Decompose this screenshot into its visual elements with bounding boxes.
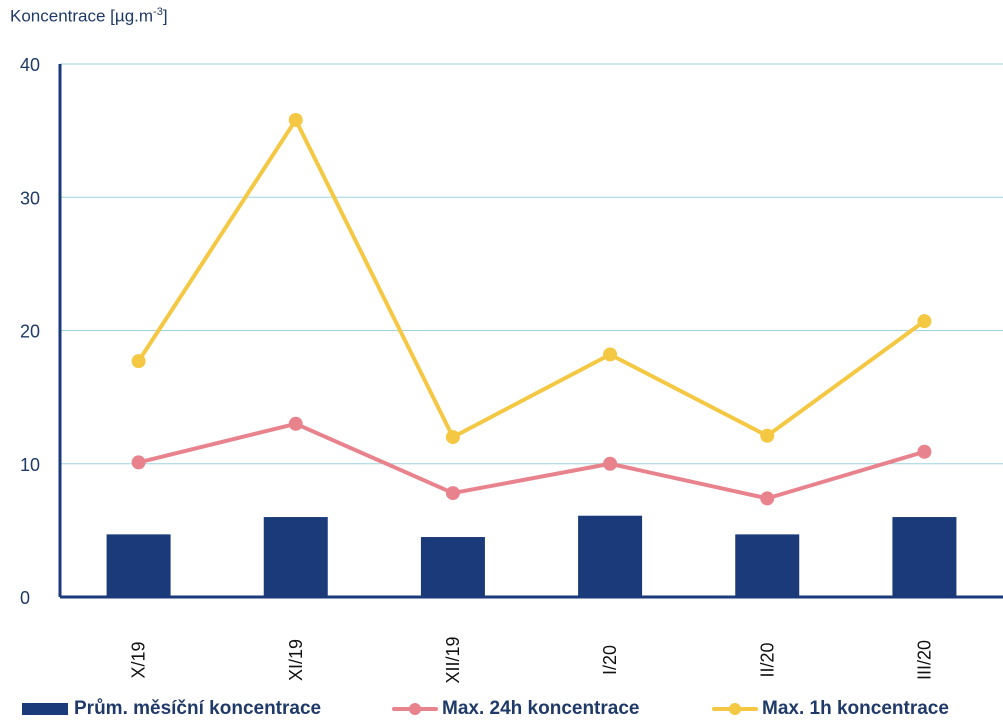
legend-swatch-bar-icon — [22, 703, 68, 715]
legend-swatch-line-icon — [712, 703, 758, 715]
line-point — [131, 354, 146, 369]
x-tick-label: XI/19 — [286, 639, 306, 681]
legend-swatch-line-icon — [392, 703, 438, 715]
line-point — [760, 491, 775, 506]
bar — [263, 517, 328, 597]
line-point — [603, 347, 618, 362]
line-point — [288, 416, 303, 431]
x-tick-label: II/20 — [757, 642, 777, 677]
bar — [892, 517, 957, 597]
plot-area: 0 10 20 30 40 X/19 XI/19 XII/19 I/20 II/20 III/20 — [20, 55, 1003, 684]
bar — [420, 537, 485, 597]
legend-item-max1h: Max. 1h koncentrace — [712, 698, 949, 720]
bar — [735, 534, 800, 597]
series-line — [136, 117, 927, 440]
y-tick-label: 10 — [20, 455, 40, 475]
line-point — [445, 486, 460, 501]
y-tick-label: 0 — [20, 588, 30, 608]
y-tick-label: 40 — [20, 55, 40, 75]
legend-item-avg: Prům. měsíční koncentrace — [22, 698, 321, 720]
series-line — [136, 421, 927, 501]
legend-label: Prům. měsíční koncentrace — [74, 698, 322, 719]
legend-item-max24h: Max. 24h koncentrace — [392, 698, 639, 720]
legend-label: Max. 1h koncentrace — [762, 698, 949, 719]
line-point — [603, 456, 618, 471]
x-tick-label: XII/19 — [443, 636, 463, 683]
line-point — [917, 444, 932, 459]
legend: Prům. měsíční koncentrace Max. 24h konce… — [0, 690, 1003, 724]
legend-label: Max. 24h koncentrace — [442, 698, 640, 719]
x-tick-label: I/20 — [600, 645, 620, 675]
y-tick-label: 20 — [20, 322, 40, 342]
bar — [578, 515, 643, 597]
x-tick-label: X/19 — [129, 641, 149, 678]
line-point — [760, 428, 775, 443]
line-point — [131, 455, 146, 470]
y-axis-label: Koncentrace [µg.m-3] — [10, 6, 168, 26]
line-point — [917, 314, 932, 329]
line-point — [288, 112, 303, 127]
y-tick-label: 30 — [20, 188, 40, 208]
x-tick-label: III/20 — [914, 640, 934, 680]
bar — [106, 534, 171, 597]
line-point — [445, 430, 460, 445]
